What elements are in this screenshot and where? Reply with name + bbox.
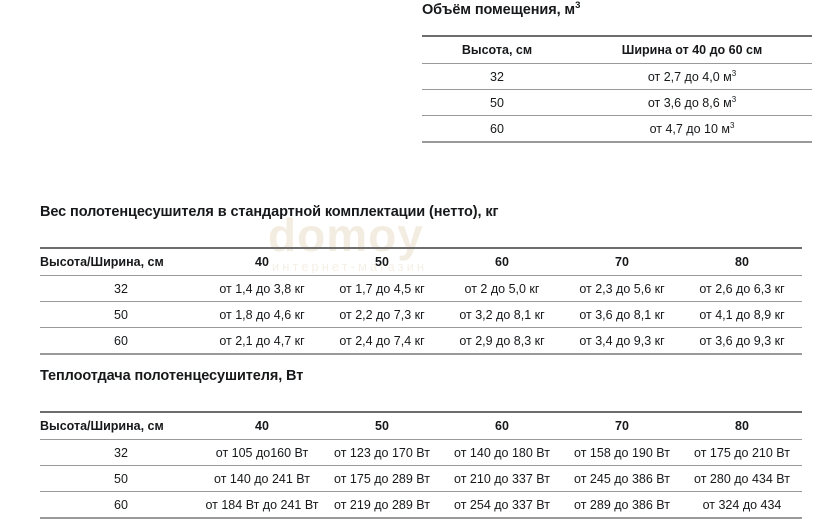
cell-weight-value: от 2,4 до 7,4 кг — [339, 333, 425, 348]
cell-weight-value: от 2,6 до 6,3 кг — [699, 281, 785, 296]
cell-heat-value: от 140 до 180 Вт — [454, 445, 550, 460]
cell-volume-superscript: 3 — [729, 120, 735, 130]
table-row: 60 от 2,1 до 4,7 кг от 2,4 до 7,4 кг от … — [40, 328, 802, 355]
cell-weight-value: от 4,1 до 8,9 кг — [699, 307, 785, 322]
cell-weight-value: от 2,3 до 5,6 кг — [579, 281, 665, 296]
cell-weight-value: от 2 до 5,0 кг — [464, 281, 540, 296]
section-title-room-volume: Объём помещения, м3 — [422, 0, 812, 19]
table-weight-body: 32 от 1,4 до 3,8 кг от 1,7 до 4,5 кг от … — [40, 276, 802, 355]
table-row: 32 от 1,4 до 3,8 кг от 1,7 до 4,5 кг от … — [40, 276, 802, 302]
section-title-room-volume-superscript: 3 — [575, 0, 581, 12]
cell-heat-value: от 175 до 210 Вт — [694, 445, 790, 460]
cell-heat-value: от 289 до 386 Вт — [574, 497, 670, 512]
column-header-height: Высота, см — [461, 43, 533, 58]
cell-volume-value: от 4,7 до 10 м3 — [572, 116, 812, 143]
cell-weight-value: от 2,9 до 8,3 кг — [459, 333, 545, 348]
row-label-height: 60 — [114, 497, 128, 512]
cell-heat-value: от 105 до160 Вт — [215, 445, 309, 460]
section-heat-output: Теплоотдача полотенцесушителя, Вт Высота… — [40, 368, 802, 519]
cell-volume-superscript: 3 — [731, 94, 737, 104]
row-label-height: 60 — [114, 333, 128, 348]
cell-heat-value: от 219 до 289 Вт — [334, 497, 430, 512]
table-room-volume: Высота, см Ширина от 40 до 60 см 32 от 2… — [422, 35, 812, 143]
cell-weight-value: от 2,1 до 4,7 кг — [219, 333, 305, 348]
table-room-volume-body: 32 от 2,7 до 4,0 м3 50 от 3,6 до 8,6 м3 … — [422, 64, 812, 143]
column-header-70: 70 — [615, 255, 629, 270]
cell-heat-value: от 210 до 337 Вт — [454, 471, 550, 486]
cell-heat-value: от 184 Вт до 241 Вт — [205, 497, 319, 512]
section-weight: Вес полотенцесушителя в стандартной комп… — [40, 204, 802, 355]
table-weight-head: Высота/Ширина, см 40 50 60 70 80 — [40, 248, 802, 276]
row-label-height: 32 — [490, 69, 504, 84]
cell-heat-value: от 280 до 434 Вт — [694, 471, 790, 486]
section-room-volume: Объём помещения, м3 Высота, см Ширина от… — [422, 0, 812, 143]
cell-heat-value: от 158 до 190 Вт — [574, 445, 670, 460]
cell-heat-value: от 140 до 241 Вт — [214, 471, 310, 486]
cell-heat-value: от 324 до 434 — [702, 497, 782, 512]
cell-weight-value: от 1,4 до 3,8 кг — [219, 281, 305, 296]
cell-volume-value: от 2,7 до 4,0 м3 — [572, 64, 812, 90]
table-row: 32 от 2,7 до 4,0 м3 — [422, 64, 812, 90]
table-row: 60 от 4,7 до 10 м3 — [422, 116, 812, 143]
cell-weight-value: от 2,2 до 7,3 кг — [339, 307, 425, 322]
row-label-height: 60 — [490, 121, 504, 136]
cell-weight-value: от 3,6 до 8,1 кг — [579, 307, 665, 322]
table-row: 50 от 1,8 до 4,6 кг от 2,2 до 7,3 кг от … — [40, 302, 802, 328]
table-row: 32 от 105 до160 Вт от 123 до 170 Вт от 1… — [40, 440, 802, 466]
column-header-50: 50 — [375, 419, 389, 434]
cell-weight-value: от 1,8 до 4,6 кг — [219, 307, 305, 322]
table-header-row: Высота/Ширина, см 40 50 60 70 80 — [40, 248, 802, 276]
table-heat-output-head: Высота/Ширина, см 40 50 60 70 80 — [40, 412, 802, 440]
column-header-80: 80 — [735, 419, 749, 434]
cell-volume-text: от 2,7 до 4,0 м — [647, 69, 732, 84]
column-header-40: 40 — [255, 255, 269, 270]
table-row: 50 от 140 до 241 Вт от 175 до 289 Вт от … — [40, 466, 802, 492]
column-header-height-width: Высота/Ширина, см — [40, 419, 164, 434]
table-heat-output: Высота/Ширина, см 40 50 60 70 80 32 от 1… — [40, 411, 802, 519]
column-header-60: 60 — [495, 419, 509, 434]
row-label-height: 50 — [114, 471, 128, 486]
table-row: 50 от 3,6 до 8,6 м3 — [422, 90, 812, 116]
section-title-heat-output: Теплоотдача полотенцесушителя, Вт — [40, 368, 304, 384]
table-heat-output-body: 32 от 105 до160 Вт от 123 до 170 Вт от 1… — [40, 440, 802, 519]
table-header-row: Высота, см Ширина от 40 до 60 см — [422, 36, 812, 64]
table-room-volume-head: Высота, см Ширина от 40 до 60 см — [422, 36, 812, 64]
column-header-70: 70 — [615, 419, 629, 434]
table-weight: Высота/Ширина, см 40 50 60 70 80 32 от 1… — [40, 247, 802, 355]
column-header-height-width: Высота/Ширина, см — [40, 255, 164, 270]
cell-weight-value: от 3,2 до 8,1 кг — [459, 307, 545, 322]
row-label-height: 50 — [490, 95, 504, 110]
cell-volume-value: от 3,6 до 8,6 м3 — [572, 90, 812, 116]
cell-heat-value: от 123 до 170 Вт — [334, 445, 430, 460]
row-label-height: 32 — [114, 281, 128, 296]
table-header-row: Высота/Ширина, см 40 50 60 70 80 — [40, 412, 802, 440]
cell-weight-value: от 3,6 до 9,3 кг — [699, 333, 785, 348]
cell-heat-value: от 175 до 289 Вт — [334, 471, 430, 486]
section-title-room-volume-text: Объём помещения, м — [422, 2, 576, 18]
row-label-height: 32 — [114, 445, 128, 460]
column-header-50: 50 — [375, 255, 389, 270]
cell-weight-value: от 1,7 до 4,5 кг — [339, 281, 425, 296]
cell-heat-value: от 245 до 386 Вт — [574, 471, 670, 486]
cell-volume-text: от 4,7 до 10 м — [649, 121, 730, 136]
column-header-40: 40 — [255, 419, 269, 434]
cell-volume-superscript: 3 — [731, 68, 737, 78]
column-header-width-range: Ширина от 40 до 60 см — [621, 43, 763, 58]
cell-volume-text: от 3,6 до 8,6 м — [647, 95, 732, 110]
cell-heat-value: от 254 до 337 Вт — [454, 497, 550, 512]
column-header-60: 60 — [495, 255, 509, 270]
cell-weight-value: от 3,4 до 9,3 кг — [579, 333, 665, 348]
table-row: 60 от 184 Вт до 241 Вт от 219 до 289 Вт … — [40, 492, 802, 519]
row-label-height: 50 — [114, 307, 128, 322]
column-header-80: 80 — [735, 255, 749, 270]
section-title-weight: Вес полотенцесушителя в стандартной комп… — [40, 204, 499, 220]
